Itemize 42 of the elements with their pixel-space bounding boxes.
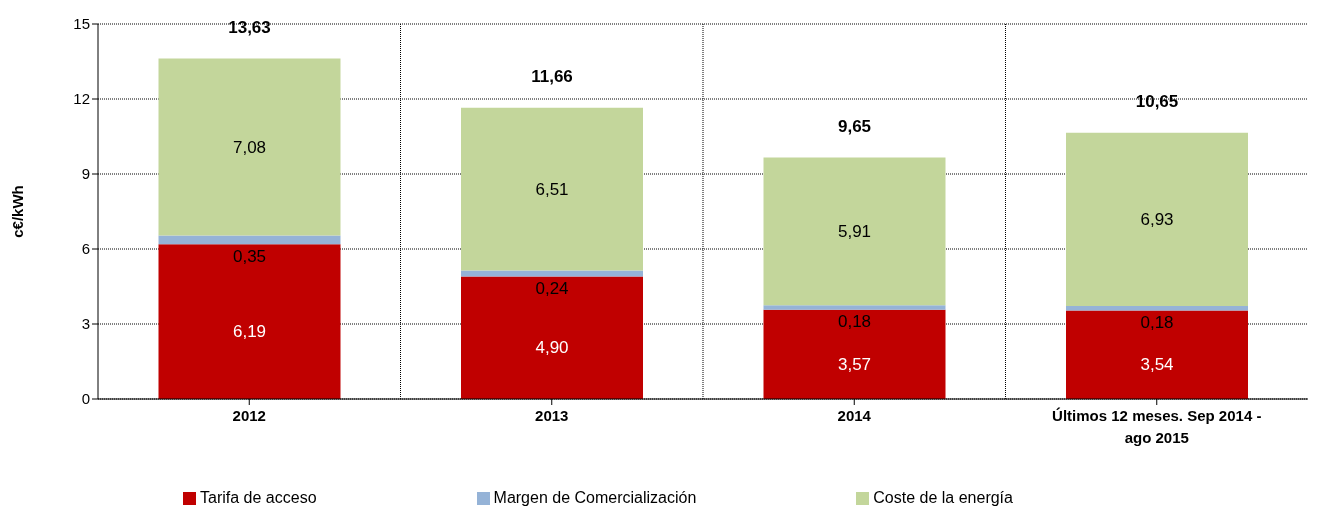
bar <box>461 276 643 399</box>
bar <box>763 305 946 310</box>
data-label: 4,90 <box>535 338 569 358</box>
y-tick-label: 3 <box>81 315 90 333</box>
bar <box>763 309 946 399</box>
total-label: 10,65 <box>1135 91 1179 111</box>
bar <box>158 58 341 236</box>
total-label: 9,65 <box>837 116 872 136</box>
data-label: 7,08 <box>232 137 267 157</box>
data-label: 0,18 <box>1140 313 1174 332</box>
legend-label: Tarifa de acceso <box>200 489 317 506</box>
bar <box>461 270 643 277</box>
data-label: 5,91 <box>837 221 872 241</box>
legend-label: Margen de Comercialización <box>493 489 697 506</box>
y-tick-label: 15 <box>73 15 90 33</box>
data-label: 6,51 <box>535 179 569 199</box>
y-tick-label: 12 <box>73 90 90 108</box>
y-axis-title: c€/kWh <box>9 185 27 238</box>
x-tick-label: 2013 <box>535 407 569 424</box>
data-label: 3,54 <box>1140 355 1174 375</box>
total-label: 11,66 <box>531 66 573 86</box>
legend-label: Coste de la energía <box>873 489 1013 506</box>
x-tick-label: 2014 <box>837 407 872 424</box>
bar <box>763 157 946 306</box>
data-label: 0,35 <box>232 246 267 266</box>
y-tick-label: 0 <box>81 390 90 408</box>
bar <box>461 107 643 271</box>
total-label: 13,63 <box>228 17 271 37</box>
bar <box>1066 310 1248 399</box>
bar <box>158 244 341 399</box>
data-label: 0,24 <box>535 279 569 298</box>
data-label: 3,57 <box>837 354 872 374</box>
data-label: 6,19 <box>232 322 267 342</box>
bar <box>158 235 341 245</box>
y-tick-label: 9 <box>81 165 90 183</box>
data-label: 6,93 <box>1140 209 1174 229</box>
bar <box>1066 132 1248 306</box>
data-label: 0,18 <box>837 312 872 332</box>
y-tick-label: 6 <box>81 240 90 258</box>
x-tick-label: Últimos 12 meses. Sep 2014 - ago 2015 <box>1052 407 1262 446</box>
bar <box>1066 306 1248 311</box>
x-tick-label: 2012 <box>232 407 266 424</box>
